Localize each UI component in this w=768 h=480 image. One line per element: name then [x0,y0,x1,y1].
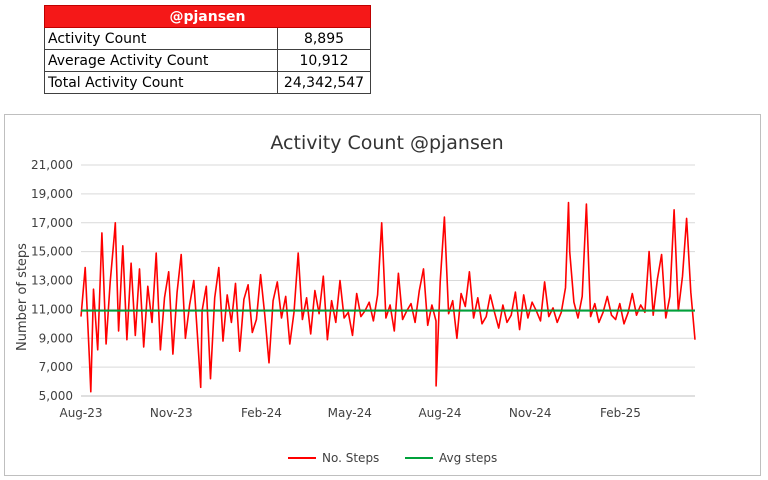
y-tick-label: 19,000 [31,187,73,201]
summary-row: Total Activity Count 24,342,547 [44,71,371,94]
y-tick-label: 9,000 [39,331,73,345]
legend-item-avg-steps[interactable]: Avg steps [439,451,497,465]
summary-value: 10,912 [277,49,371,72]
y-tick-label: 5,000 [39,389,73,403]
series-line-no-steps [80,201,696,393]
summary-label: Average Activity Count [44,49,278,72]
x-tick-label: Aug-24 [418,406,461,420]
legend-item-no-steps[interactable]: No. Steps [322,451,379,465]
x-tick-label: Nov-24 [509,406,552,420]
x-tick-label: Nov-23 [150,406,193,420]
summary-row: Average Activity Count 10,912 [44,49,371,72]
activity-chart: Activity Count @pjansen Number of steps … [15,132,696,465]
x-tick-label: May-24 [328,406,372,420]
y-tick-label: 17,000 [31,216,73,230]
y-tick-label: 11,000 [31,302,73,316]
summary-label: Total Activity Count [44,71,278,94]
summary-row: Activity Count 8,895 [44,27,371,50]
y-tick-label: 15,000 [31,245,73,259]
chart-frame: Activity Count @pjansen Number of steps … [4,114,761,476]
y-tick-label: 7,000 [39,360,73,374]
y-tick-label: 13,000 [31,274,73,288]
y-ticks: 5,000 7,000 9,000 11,000 13,000 15,000 17,000 1… [31,158,73,403]
x-tick-label: Feb-25 [600,406,641,420]
x-ticks: Aug-23 Nov-23 Feb-24 May-24 Aug-24 Nov-24 Feb-… [59,406,640,420]
x-tick-label: Aug-23 [59,406,102,420]
x-tick-label: Feb-24 [241,406,282,420]
legend[interactable]: No. Steps Avg steps [288,451,497,465]
summary-value: 24,342,547 [277,71,371,94]
summary-title: @pjansen [44,5,371,28]
summary-label: Activity Count [44,27,278,50]
y-tick-label: 21,000 [31,158,73,172]
summary-value: 8,895 [277,27,371,50]
y-axis-label: Number of steps [15,243,30,351]
gridlines [81,164,695,397]
chart-title: Activity Count @pjansen [270,132,503,154]
summary-table: @pjansen Activity Count 8,895 Average Ac… [44,5,371,94]
series-group [80,201,696,393]
